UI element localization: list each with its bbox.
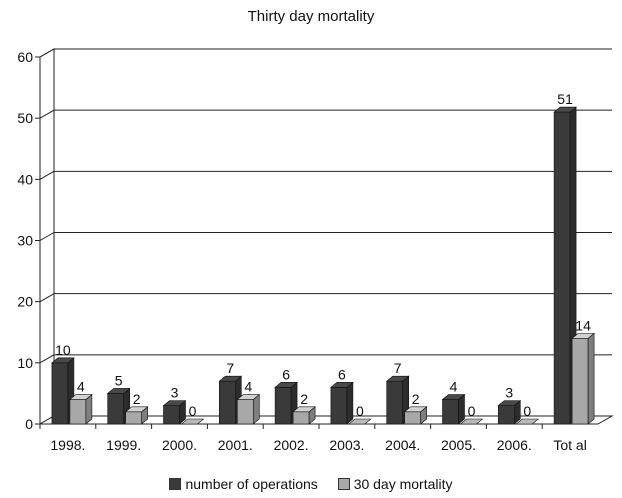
y-tick-label-30: 30 <box>17 233 33 249</box>
bar-operations-9-top <box>553 106 577 113</box>
gridline-diag-10 <box>39 354 55 364</box>
data-label-operations-4: 6 <box>282 366 290 382</box>
bar-mortality-4-top <box>292 406 316 413</box>
bar-operations-6-top <box>385 375 410 382</box>
bar-mortality-6-top <box>403 406 428 413</box>
data-label-operations-8: 3 <box>505 385 513 401</box>
data-label-operations-2: 3 <box>171 385 179 401</box>
legend-swatch-operations <box>169 478 182 490</box>
legend-label-mortality: 30 day mortality <box>353 476 453 492</box>
gridline-diag-20 <box>39 293 55 303</box>
bar-operations-7 <box>442 399 459 425</box>
data-label-mortality-2: 0 <box>189 403 197 419</box>
data-label-operations-0: 10 <box>55 342 71 358</box>
data-label-operations-7: 4 <box>450 379 458 395</box>
y-tick-label-40: 40 <box>17 171 33 187</box>
data-label-mortality-4: 2 <box>300 391 308 407</box>
bar-operations-5 <box>330 386 348 425</box>
x-tick-label-4: 2002. <box>274 437 309 453</box>
bar-operations-4 <box>274 386 292 425</box>
y-tick-label-50: 50 <box>17 110 33 126</box>
y-tick-label-60: 60 <box>17 49 33 65</box>
bar-operations-0 <box>51 362 69 425</box>
legend: number of operations 30 day mortality <box>0 476 622 493</box>
x-tick-label-7: 2005. <box>441 437 476 453</box>
legend-label-operations: number of operations <box>185 476 318 492</box>
bar-operations-3 <box>219 380 236 425</box>
legend-item-mortality: 30 day mortality <box>337 476 453 492</box>
bar-mortality-0 <box>69 399 87 425</box>
x-tick-label-6: 2004. <box>385 437 420 453</box>
gridline-diag-40 <box>39 170 55 180</box>
bar-mortality-3 <box>237 399 254 425</box>
bar-mortality-2 <box>180 418 205 425</box>
bar-operations-6 <box>386 380 404 425</box>
x-tick-label-0: 1998. <box>50 437 85 453</box>
data-label-operations-1: 5 <box>115 372 123 388</box>
data-label-mortality-6: 2 <box>412 391 420 407</box>
data-label-operations-6: 7 <box>394 360 402 376</box>
data-label-mortality-0: 4 <box>77 379 85 395</box>
bar-operations-4-top <box>274 381 298 388</box>
bar-operations-9 <box>553 111 571 425</box>
data-label-operations-3: 7 <box>226 360 234 376</box>
bar-mortality-3-top <box>236 394 261 400</box>
bar-operations-2-top <box>162 400 187 406</box>
y-tick-label-0: 0 <box>25 416 33 432</box>
bar-operations-1-top <box>106 388 131 394</box>
bar-mortality-1-top <box>124 406 149 413</box>
bar-mortality-9 <box>571 338 589 425</box>
bar-operations-5-side <box>346 381 354 425</box>
y-tick-label-20: 20 <box>17 294 33 310</box>
bar-operations-1 <box>107 393 124 425</box>
bar-operations-2 <box>163 405 180 425</box>
data-label-mortality-1: 2 <box>133 391 141 407</box>
bar-operations-5-top <box>330 381 354 388</box>
bar-operations-8-top <box>497 400 522 406</box>
bar-operations-8 <box>497 405 515 425</box>
bar-operations-3-top <box>218 375 243 382</box>
gridline-diag-50 <box>39 109 55 119</box>
data-label-operations-9: 51 <box>557 91 573 107</box>
data-label-mortality-3: 4 <box>244 379 252 395</box>
legend-item-operations: number of operations <box>169 476 318 492</box>
x-tick-label-9: Tot al <box>553 437 586 453</box>
gridline-diag-30 <box>39 232 55 241</box>
bar-operations-7-top <box>441 394 466 400</box>
bar-mortality-1 <box>125 411 142 425</box>
bar-mortality-9-top <box>571 333 595 339</box>
x-tick-label-1: 1999. <box>106 437 141 453</box>
data-label-operations-5: 6 <box>338 366 346 382</box>
data-label-mortality-8: 0 <box>523 403 531 419</box>
x-tick-label-3: 2001. <box>218 437 253 453</box>
legend-swatch-mortality <box>337 478 350 490</box>
y-tick-label-10: 10 <box>17 355 33 371</box>
bar-mortality-6 <box>404 411 422 425</box>
x-tick-label-8: 2006. <box>497 437 532 453</box>
bar-operations-0-top <box>51 357 75 364</box>
data-label-mortality-7: 0 <box>468 403 476 419</box>
x-tick-label-2: 2000. <box>162 437 197 453</box>
x-tick-label-5: 2003. <box>329 437 364 453</box>
bar-mortality-9-side <box>587 332 595 425</box>
bar-mortality-7 <box>459 418 484 425</box>
chart-title: Thirty day mortality <box>247 8 375 25</box>
gridline-diag-60 <box>39 48 55 58</box>
data-label-mortality-9: 14 <box>575 317 591 333</box>
bar-mortality-0-top <box>69 394 93 400</box>
data-label-mortality-5: 0 <box>356 403 364 419</box>
bar-mortality-8 <box>515 418 540 425</box>
bar-mortality-4 <box>292 411 310 425</box>
bar-mortality-5 <box>348 418 372 425</box>
